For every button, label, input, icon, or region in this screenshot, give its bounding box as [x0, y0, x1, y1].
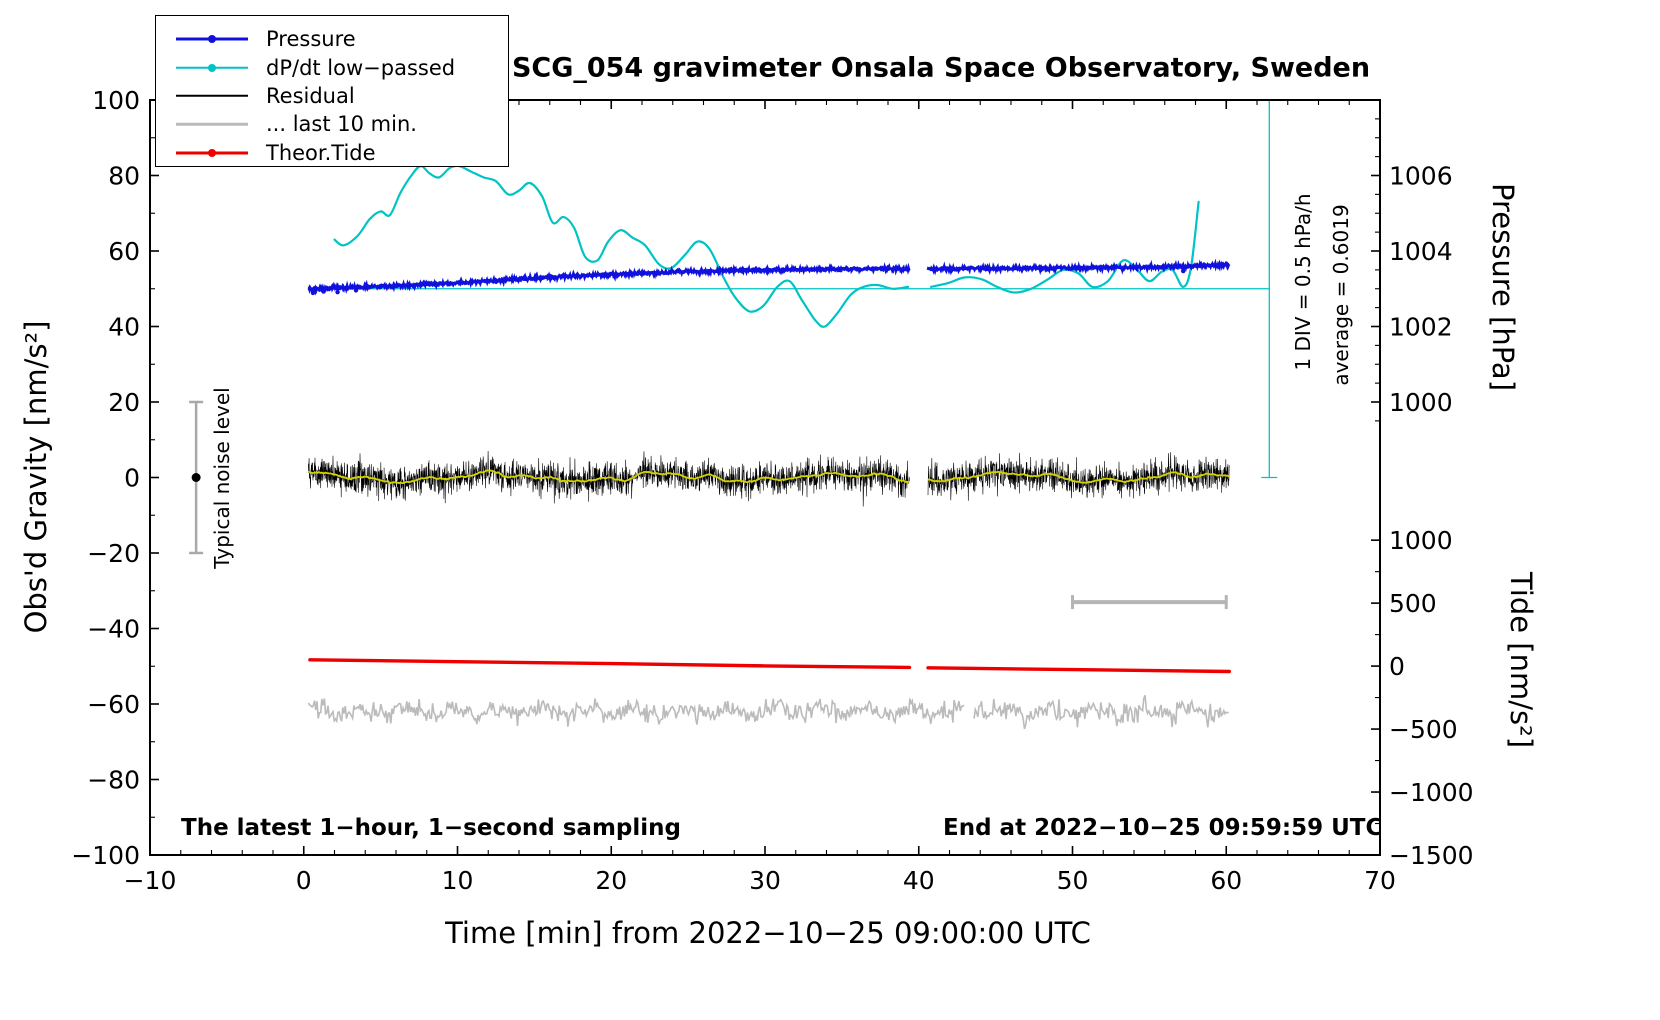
tick-label: 1002	[1389, 313, 1453, 342]
theor-tide-line	[308, 658, 912, 670]
tick-label: 1004	[1389, 237, 1453, 266]
legend-item-label: dP/dt low−passed	[266, 55, 456, 80]
tick-label: −60	[87, 690, 140, 719]
tick-label: 1000	[1389, 526, 1453, 555]
tick-label: 60	[108, 237, 140, 266]
legend-line-sample	[176, 31, 248, 47]
plot-frame: −10 0 10 20 30 40 50 60 70−100−80−60−40−20020406…	[71, 86, 1473, 895]
legend-item-label: Residual	[266, 83, 355, 108]
footer-sampling-note: The latest 1−hour, 1−second sampling	[181, 815, 681, 841]
tick-label: 0	[1389, 652, 1405, 681]
data-series	[307, 164, 1231, 730]
tick-label: −500	[1389, 715, 1458, 744]
legend-item: dP/dt low−passed	[176, 53, 508, 81]
legend-item-label: ... last 10 min.	[266, 112, 417, 137]
pressure-line	[307, 262, 911, 296]
tick-label: 80	[108, 162, 140, 191]
pressure-outlier-dot	[353, 288, 359, 293]
average-annotation: average = 0.6019	[1329, 204, 1353, 386]
footer-end-time: End at 2022−10−25 09:59:59 UTC	[943, 815, 1383, 841]
pressure-outlier-dot	[310, 290, 316, 296]
legend-item: Pressure	[176, 25, 508, 53]
chart-title: SCG_054 gravimeter Onsala Space Observat…	[511, 52, 1371, 84]
y-left-axis-label: Obs'd Gravity [nm/s²]	[19, 320, 53, 634]
dpdt-lowpassed-line	[333, 164, 910, 328]
legend-line-sample	[176, 88, 248, 104]
tick-label: 70	[1364, 866, 1396, 895]
residual-line	[927, 452, 1230, 501]
legend-line-sample	[176, 145, 248, 161]
legend-marker-dot	[208, 63, 216, 72]
tick-label: 20	[595, 866, 627, 895]
tick-label: 100	[92, 86, 140, 115]
tick-label: 40	[108, 313, 140, 342]
tick-label: −1500	[1389, 841, 1474, 870]
noise-level-dot	[191, 473, 201, 482]
theor-tide-line	[926, 666, 1231, 674]
residual-lowpass-line	[927, 470, 1230, 484]
legend-item-label: Theor.Tide	[266, 140, 376, 165]
legend-line	[176, 94, 248, 98]
tick-label: 30	[749, 866, 781, 895]
tick-label: 40	[903, 866, 935, 895]
legend-marker-dot	[208, 148, 216, 157]
legend-item-label: Pressure	[266, 27, 356, 52]
legend-marker-dot	[208, 35, 216, 44]
pressure-outlier-dot	[1181, 268, 1186, 274]
y-tide-axis-label: Tide [nm/s²]	[1504, 571, 1538, 749]
x-axis-label: Time [min] from 2022−10−25 09:00:00 UTC	[445, 916, 1091, 950]
tick-label: −10	[124, 866, 177, 895]
tick-label: 0	[296, 866, 312, 895]
legend: Pressure dP/dt low−passed Residual ... last…	[155, 15, 509, 167]
pressure-line	[926, 258, 1231, 276]
legend-line-sample	[176, 116, 248, 132]
tick-label: −1000	[1389, 778, 1474, 807]
tick-label: 500	[1389, 589, 1437, 618]
tick-label: −20	[87, 539, 140, 568]
residual-lowpass-line	[307, 469, 910, 485]
residual-line	[308, 450, 910, 507]
legend-line-sample	[176, 60, 248, 76]
legend-item: Theor.Tide	[176, 139, 508, 167]
pressure-outlier-dot	[335, 289, 340, 295]
tick-label: 0	[124, 464, 140, 493]
legend-line	[176, 123, 248, 126]
tick-label: 20	[108, 388, 140, 417]
pressure-outlier-dot	[321, 289, 326, 294]
tick-label: −40	[87, 615, 140, 644]
last-10-min-line	[307, 697, 965, 727]
tick-label: 1006	[1389, 162, 1453, 191]
noise-level-annotation: Typical noise level	[210, 387, 234, 569]
reference-lines	[189, 99, 1278, 610]
tick-label: 10	[442, 866, 474, 895]
tick-label: 1000	[1389, 388, 1453, 417]
last-10-min-line	[973, 694, 1230, 730]
tick-label: 60	[1210, 866, 1242, 895]
dpdt-lowpassed-line	[929, 200, 1200, 294]
y-pressure-axis-label: Pressure [hPa]	[1486, 182, 1520, 392]
tick-label: −100	[71, 841, 140, 870]
tick-label: −80	[87, 766, 140, 795]
legend-item: ... last 10 min.	[176, 110, 508, 138]
legend-item: Residual	[176, 82, 508, 110]
tick-label: 50	[1057, 866, 1089, 895]
div-scale-annotation: 1 DIV = 0.5 hPa/h	[1291, 193, 1315, 371]
